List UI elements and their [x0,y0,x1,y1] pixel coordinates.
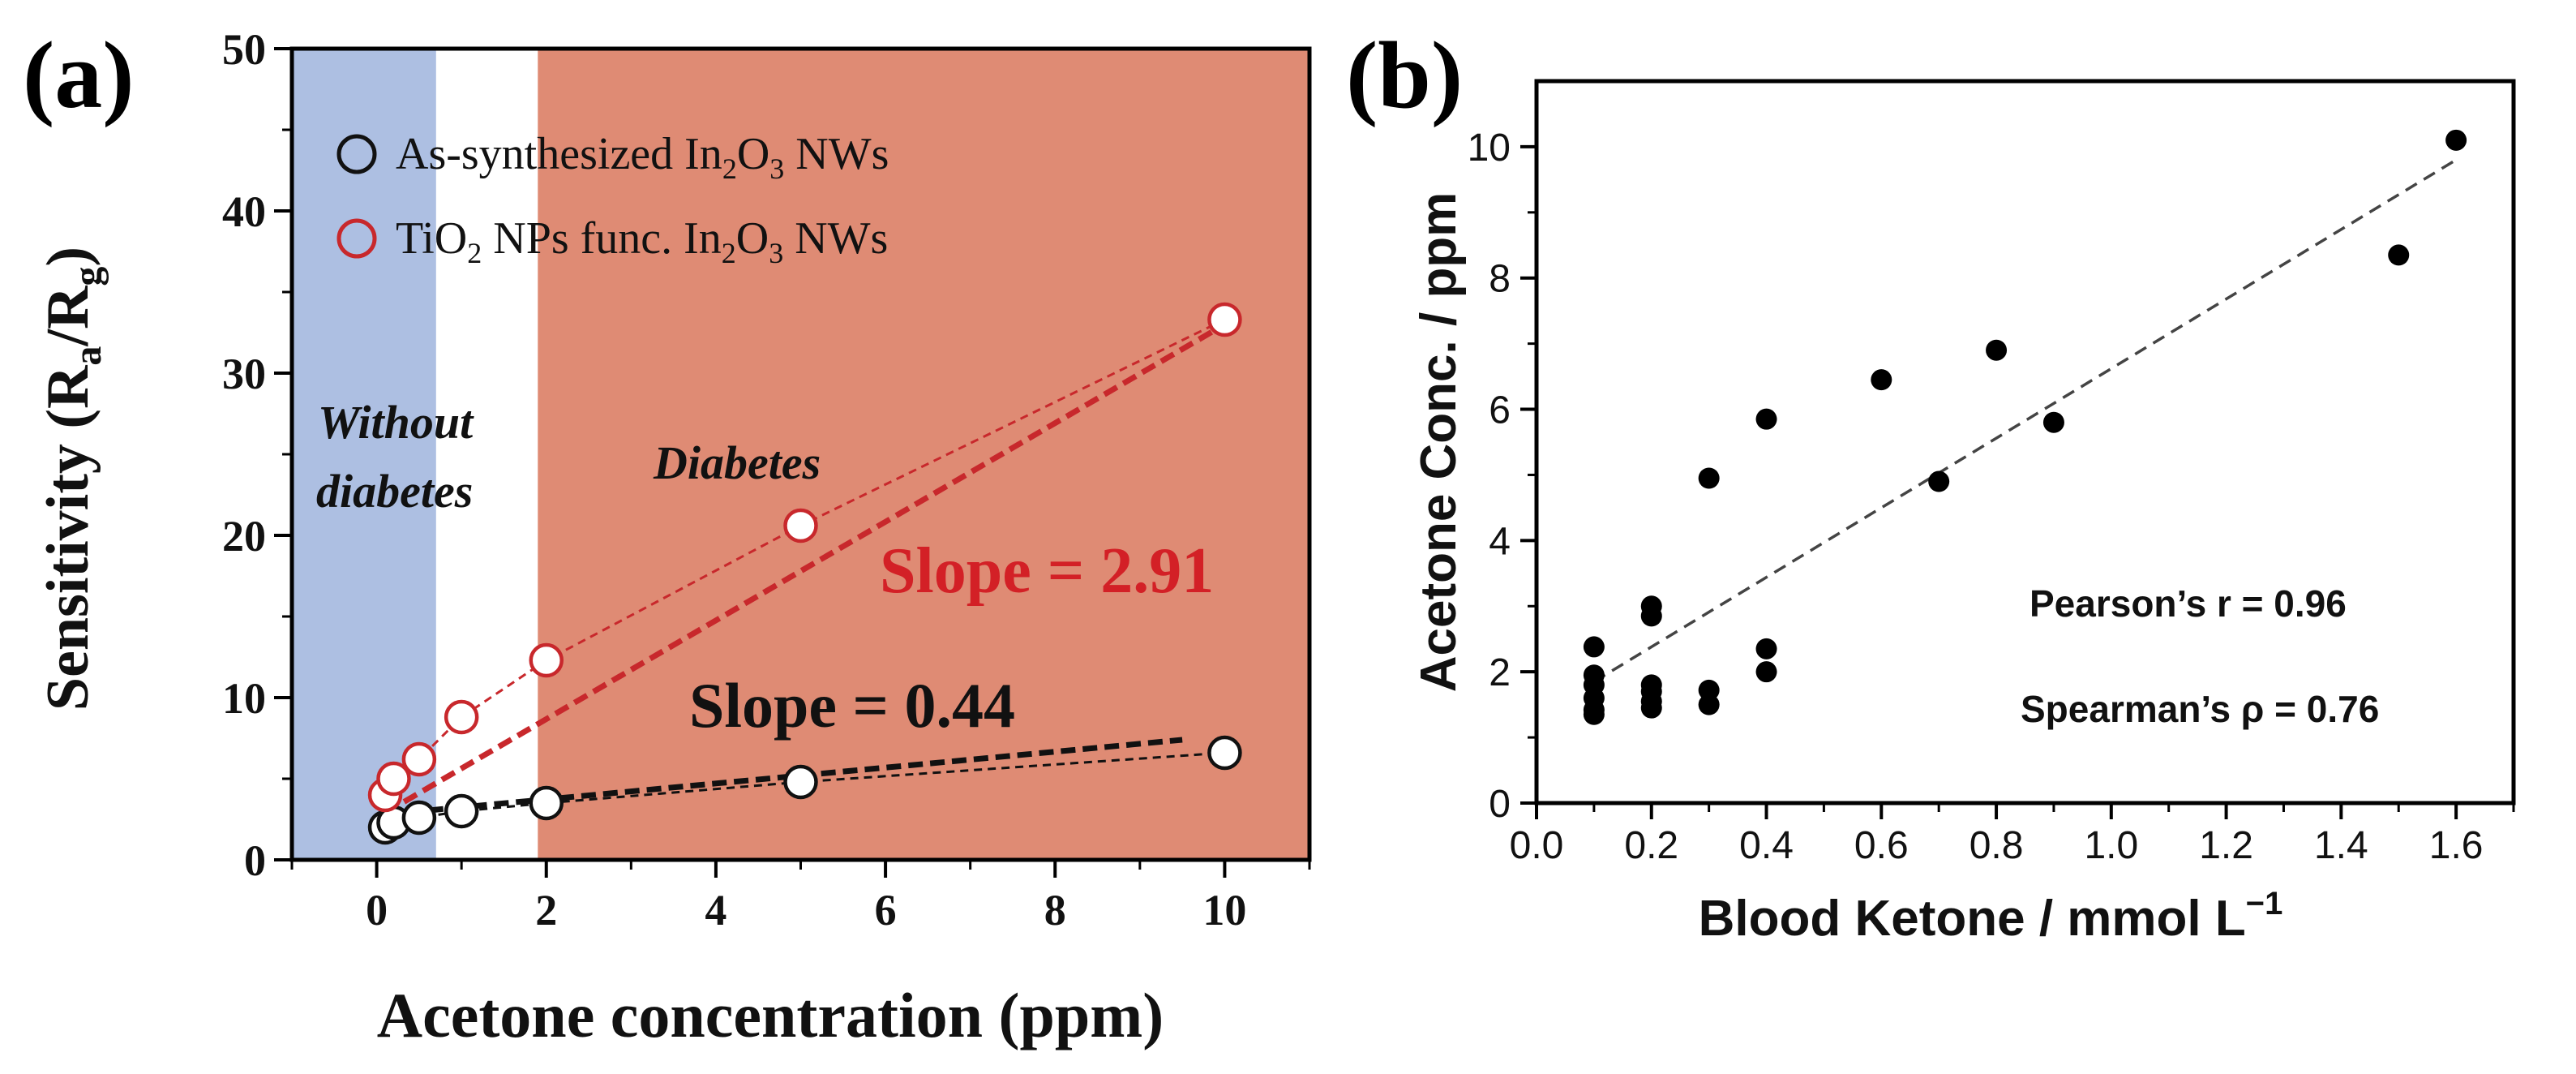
data-point [444,793,479,829]
x-tick-label: 2 [535,886,557,934]
panel-a-chart: 0 2 4 6 8 10 0 10 20 30 40 50 (a) As-synthesized In… [23,22,1312,1050]
legend-marker-black [336,134,377,174]
x-tick-label: 6 [875,886,897,934]
data-point [1928,470,1950,492]
panel-b-ticks: 0.0 0.2 0.4 0.6 0.8 1.0 1.2 1.4 1.6 0 2 4 6 8 10 [1468,127,2515,867]
data-point [1207,735,1242,771]
y-tick-label: 30 [222,350,266,398]
annotation-without: Without [318,396,474,449]
legend-marker-red [336,218,377,259]
data-point [1640,605,1662,627]
data-point [1583,636,1605,658]
y-tick-label: 4 [1489,520,1511,563]
data-point [1640,697,1662,719]
region-without-diabetes [292,49,436,860]
stat-pearson: Pearson’s r = 0.96 [2030,582,2347,625]
data-point [1755,638,1777,659]
data-point [1583,703,1605,725]
x-tick-label: 0 [366,886,388,934]
x-tick-label: 1.2 [2199,824,2253,867]
data-point [1698,694,1720,715]
x-tick-label: 0.2 [1624,824,1678,867]
panel-b-label: (b) [1346,22,1463,128]
x-tick-label: 0.4 [1739,824,1794,867]
panel-b-data-points [1583,129,2467,725]
panel-b-plot-frame [1534,79,2516,806]
panel-a-data-points [367,302,1242,845]
panel-a-label: (a) [23,22,135,128]
annotation-slope-red: Slope = 2.91 [880,535,1214,607]
y-tick-label: 6 [1489,389,1511,432]
panel-a-regions [292,49,1309,860]
data-point [401,741,437,777]
panel-a-ticks: 0 2 4 6 8 10 0 10 20 30 40 50 [222,25,1311,934]
y-tick-label: 0 [1489,783,1511,826]
x-tick-label: 1.0 [2084,824,2138,867]
panel-a-x-axis-label: Acetone concentration (ppm) [377,980,1164,1050]
legend-entry-tio2: TiO2 NPs func. In2O3 NWs [396,213,888,269]
data-point [529,642,564,678]
data-point [401,800,437,836]
panel-a-legend: As-synthesized In2O3 NWs TiO2 NPs func. … [336,129,889,269]
stat-spearman: Spearman’s ρ = 0.76 [2021,688,2379,730]
annotation-diabetes: Diabetes [653,436,821,489]
data-point [529,785,564,821]
y-tick-label: 20 [222,512,266,561]
y-tick-label: 8 [1489,258,1511,301]
y-tick-label: 10 [1468,127,1511,170]
region-diabetes [538,49,1309,860]
data-point [1755,661,1777,683]
panel-b-chart: 0.0 0.2 0.4 0.6 0.8 1.0 1.2 1.4 1.6 0 2 4 6 8 10 (b) P… [1346,22,2516,947]
x-tick-label: 0.8 [1970,824,2024,867]
data-point [783,764,818,800]
data-point [1871,369,1892,391]
data-point [1986,339,2008,361]
y-tick-label: 10 [222,674,266,723]
panel-b-x-axis-label: Blood Ketone / mmol L−1 [1699,886,2283,947]
data-point [1698,467,1720,489]
panel-b-y-axis-label: Acetone Conc. / ppm [1411,192,1467,693]
x-tick-label: 1.4 [2314,824,2368,867]
legend-entry-as-synthesized: As-synthesized In2O3 NWs [396,129,889,185]
y-tick-label: 2 [1489,651,1511,694]
x-tick-label: 4 [705,886,727,934]
panel-a-y-axis-label: Sensitivity (Ra/Rg) [35,247,109,711]
data-point [783,508,818,543]
data-point [2445,129,2467,151]
x-tick-label: 0.0 [1510,824,1564,867]
data-point [2042,411,2064,433]
data-point [1698,679,1720,701]
series-fit-line-1 [384,321,1227,816]
data-point [1207,302,1242,337]
x-tick-label: 0.6 [1854,824,1909,867]
x-tick-label: 8 [1044,886,1066,934]
data-point [376,761,411,797]
x-tick-label: 10 [1202,886,1246,934]
series-fit-line-0 [384,737,1183,818]
annotation-diabetes-line2: diabetes [316,465,473,518]
data-point [2388,244,2410,266]
y-tick-label: 50 [222,25,266,74]
y-tick-label: 40 [222,187,266,236]
data-point [1755,408,1777,430]
data-point [444,699,479,735]
y-tick-label: 0 [244,836,266,885]
x-tick-label: 1.6 [2429,824,2484,867]
annotation-slope-black: Slope = 0.44 [689,670,1015,741]
